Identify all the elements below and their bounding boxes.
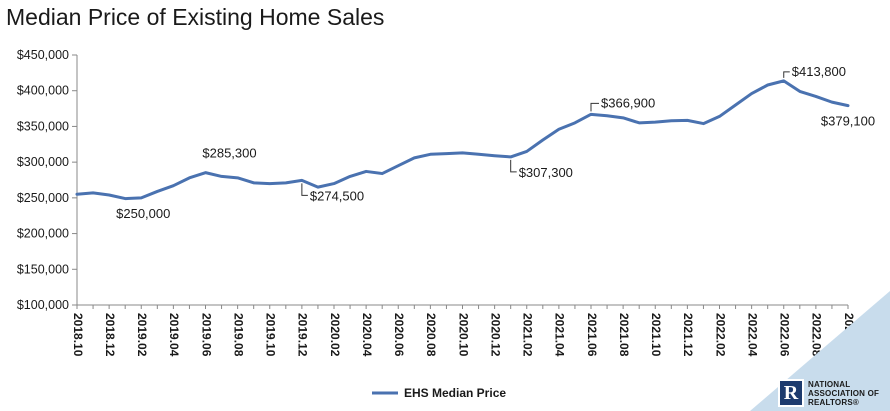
x-tick-label: 2018.10 (71, 313, 85, 357)
series-line (75, 79, 850, 201)
annotation-leader (510, 159, 517, 173)
y-tick-label: $300,000 (17, 155, 69, 169)
x-tick-label: 2020.06 (392, 313, 406, 357)
x-tick-label: 2022.02 (713, 313, 727, 357)
x-tick-label: 2022.04 (745, 313, 759, 357)
x-tick-label: 2018.12 (103, 313, 117, 357)
x-tick-label: 2021.12 (681, 313, 695, 357)
data-label: $307,300 (519, 165, 573, 180)
x-tick-label: 2019.10 (264, 313, 278, 357)
x-tick-label: 2021.02 (521, 313, 535, 357)
x-tick-label: 2020.12 (488, 313, 502, 357)
x-tick-label: 2020.02 (328, 313, 342, 357)
realtor-logo: R NATIONAL ASSOCIATION OF REALTORS® (778, 378, 888, 408)
y-axis: $100,000 $150,000 $200,000 $250,000 $300,000… (17, 48, 78, 312)
y-tick-label: $450,000 (17, 48, 69, 62)
logo-line-2: ASSOCIATION OF (808, 388, 880, 398)
realtor-r-logo-icon: R (778, 379, 804, 407)
legend[interactable]: EHS Median Price (372, 386, 506, 400)
y-tick-label: $250,000 (17, 191, 69, 205)
y-tick-label: $350,000 (17, 119, 69, 133)
series-layer (75, 79, 850, 201)
x-tick-label: 2021.06 (585, 313, 599, 357)
x-tick-label: 2020.08 (424, 313, 438, 357)
x-tick-label: 2019.12 (296, 313, 310, 357)
data-label: $366,900 (601, 95, 655, 110)
data-label: $274,500 (310, 188, 364, 203)
x-tick-label: 2020.04 (360, 313, 374, 357)
page-title: Median Price of Existing Home Sales (6, 4, 385, 30)
y-tick-label: $400,000 (17, 84, 69, 98)
annotation-leader (301, 183, 308, 196)
x-tick-label: 2019.02 (135, 313, 149, 357)
y-tick-label: $100,000 (17, 298, 69, 312)
x-tick-label: 2019.08 (231, 313, 245, 357)
x-tick-label: 2020.10 (456, 313, 470, 357)
logo-text: NATIONAL ASSOCIATION OF REALTORS® (808, 380, 879, 407)
x-tick-label: 2021.10 (649, 313, 663, 357)
y-tick-label: $150,000 (17, 262, 69, 276)
x-tick-label: 2021.08 (617, 313, 631, 357)
legend-label: EHS Median Price (404, 386, 506, 400)
data-label: $413,800 (792, 64, 846, 79)
annotation-leader (783, 71, 790, 78)
y-tick-label: $200,000 (17, 227, 69, 241)
logo-line-1: NATIONAL (808, 379, 851, 389)
x-tick-label: 2022.06 (778, 313, 792, 357)
data-label: $285,300 (202, 146, 256, 161)
annotation-leader (590, 102, 599, 112)
x-tick-label: 2019.04 (167, 313, 181, 357)
logo-line-3: REALTORS® (808, 397, 859, 407)
x-tick-label: 2021.04 (553, 313, 567, 357)
x-tick-label: 2022.08 (810, 313, 824, 357)
annotations-layer: $250,000 $285,300 $274,500 $307,300 $366,900… (116, 64, 875, 221)
data-label: $250,000 (116, 206, 170, 221)
data-label: $379,100 (821, 114, 875, 129)
x-axis: 2018.10 2018.12 2019.02 2019.04 2019.06 2019.… (71, 304, 856, 357)
x-tick-label: 2019.06 (199, 313, 213, 357)
